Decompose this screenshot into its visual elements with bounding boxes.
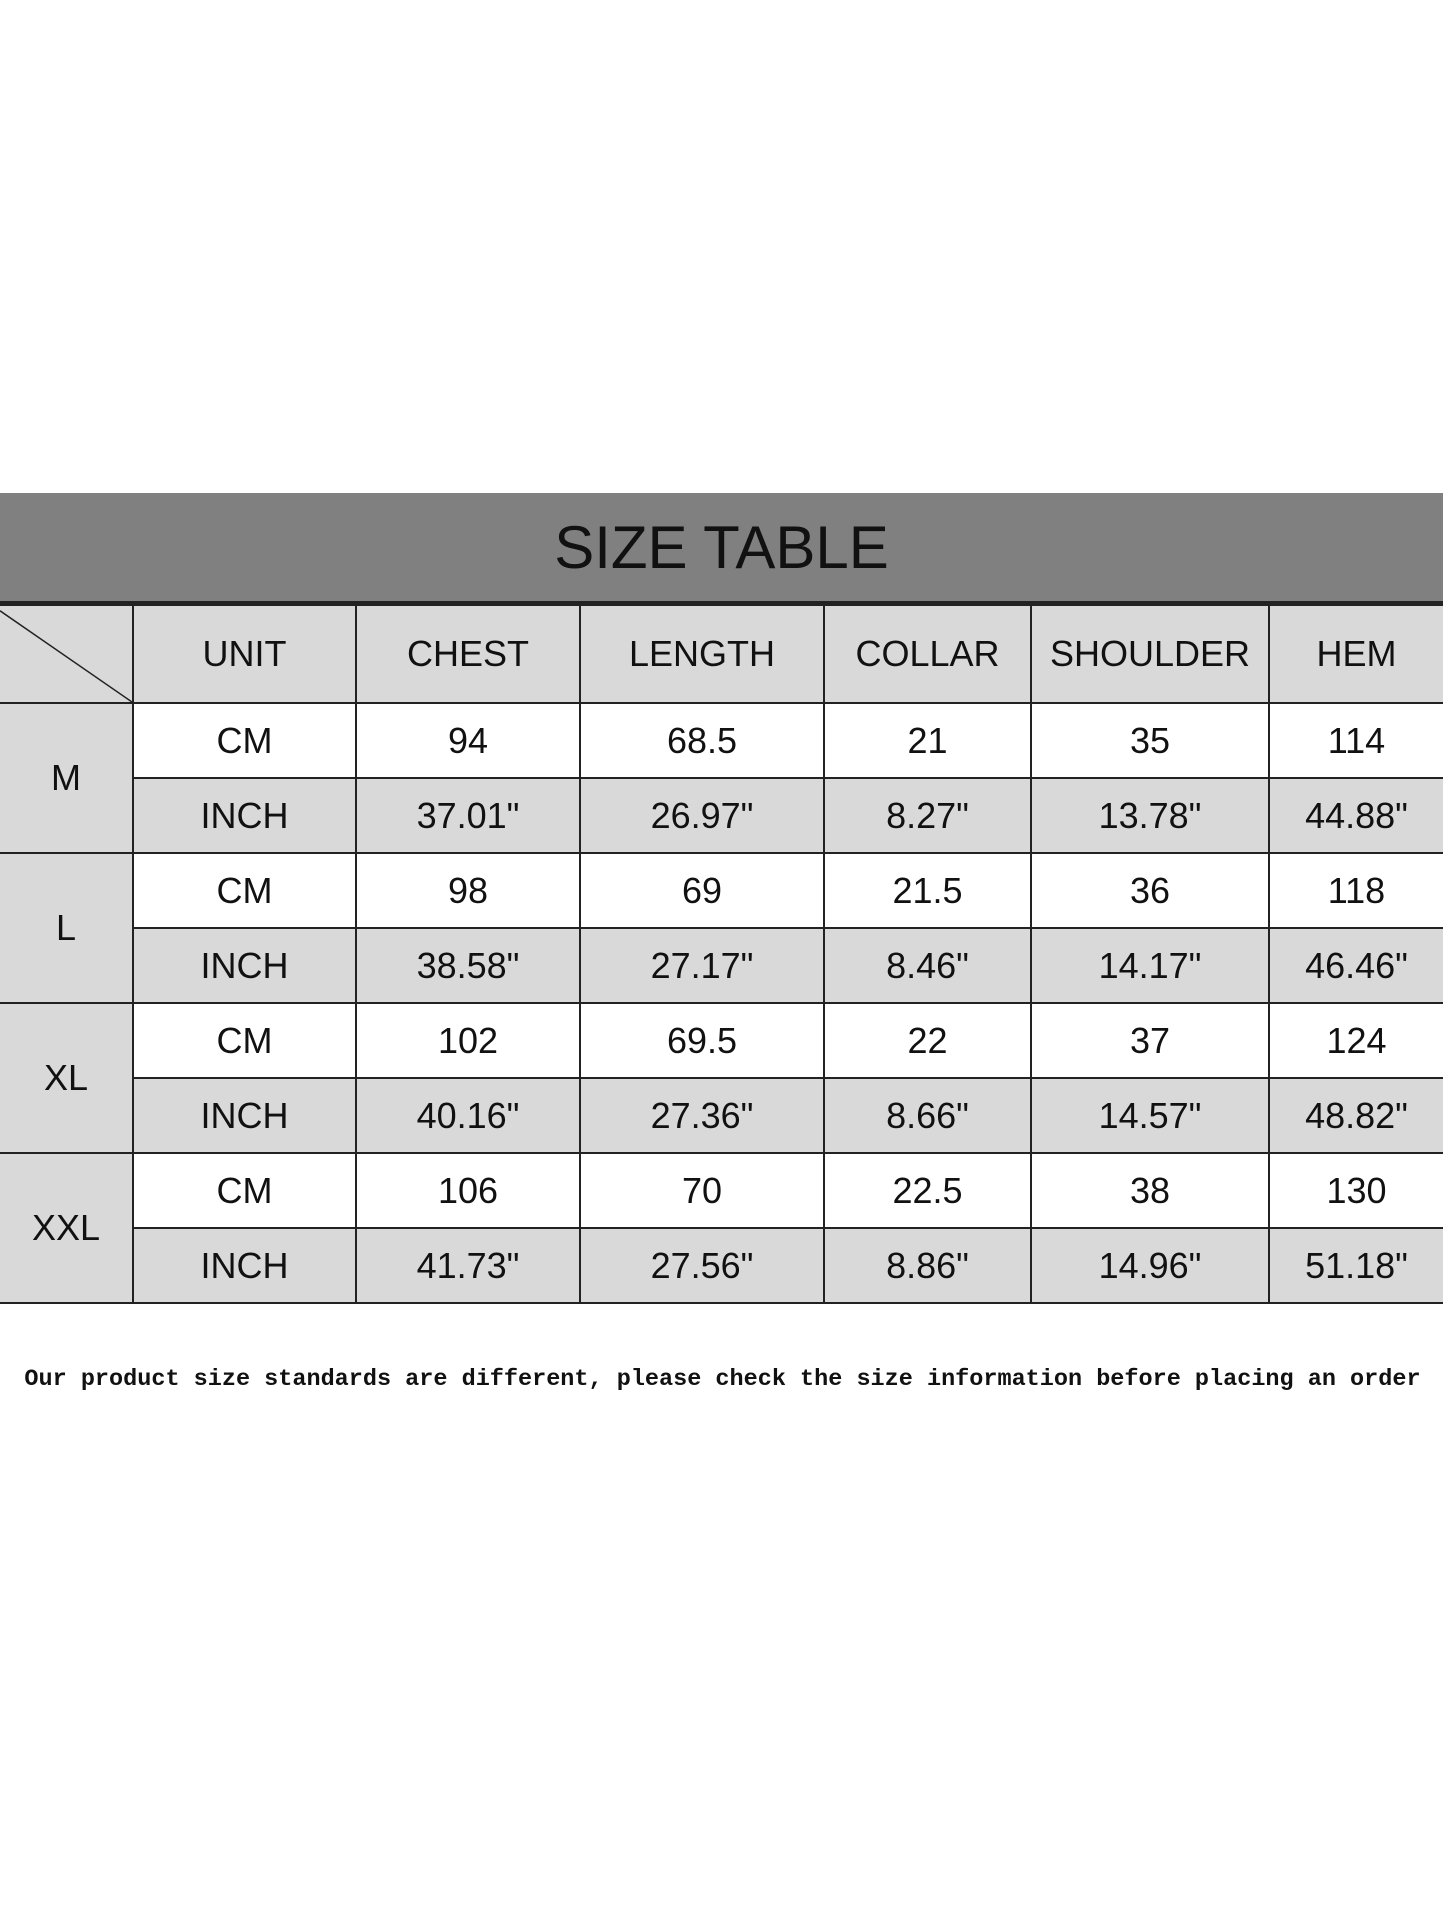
table-cell: 94 (355, 702, 581, 779)
table-cell: 27.36" (579, 1077, 825, 1154)
column-header: SHOULDER (1030, 604, 1270, 704)
size-label: XXL (0, 1152, 134, 1304)
table-cell: 46.46" (1268, 927, 1443, 1004)
table-row-cm: M CM 94 68.5 21 35 114 (0, 702, 1443, 854)
table-cell: 37.01" (355, 777, 581, 854)
table-cell: 8.46" (823, 927, 1032, 1004)
table-cell: 68.5 (579, 702, 825, 779)
table-cell: 26.97" (579, 777, 825, 854)
table-cell: 8.27" (823, 777, 1032, 854)
table-cell: CM (132, 1152, 357, 1229)
column-header: CHEST (355, 604, 581, 704)
size-label: L (0, 852, 134, 1004)
table-cell: 36 (1030, 852, 1270, 929)
table-cell: 21.5 (823, 852, 1032, 929)
table-cell: 38.58" (355, 927, 581, 1004)
table-cell: 48.82" (1268, 1077, 1443, 1154)
column-header: COLLAR (823, 604, 1032, 704)
table-cell: 35 (1030, 702, 1270, 779)
table-cell: CM (132, 852, 357, 929)
table-cell: INCH (132, 777, 357, 854)
size-table: UNIT CHEST LENGTH COLLAR SHOULDER HEM M CM 94 68.… (0, 604, 1443, 1304)
table-cell: INCH (132, 1227, 357, 1304)
table-cell: 98 (355, 852, 581, 929)
table-cell: 14.17" (1030, 927, 1270, 1004)
header-row: UNIT CHEST LENGTH COLLAR SHOULDER HEM (0, 604, 1443, 704)
table-cell: 102 (355, 1002, 581, 1079)
table-cell: 8.66" (823, 1077, 1032, 1154)
table-row-inch: INCH 38.58" 27.17" 8.46" 14.17" 46.46" (0, 927, 1443, 1004)
table-cell: 8.86" (823, 1227, 1032, 1304)
table-cell: 51.18" (1268, 1227, 1443, 1304)
table-cell: 41.73" (355, 1227, 581, 1304)
diagonal-divider (0, 606, 132, 702)
table-cell: 106 (355, 1152, 581, 1229)
column-header: HEM (1268, 604, 1443, 704)
table-cell: 13.78" (1030, 777, 1270, 854)
size-label: XL (0, 1002, 134, 1154)
size-table-title: SIZE TABLE (0, 493, 1443, 604)
table-cell: INCH (132, 927, 357, 1004)
table-row-inch: INCH 40.16" 27.36" 8.66" 14.57" 48.82" (0, 1077, 1443, 1154)
table-cell: 130 (1268, 1152, 1443, 1229)
table-row-cm: L CM 98 69 21.5 36 118 (0, 852, 1443, 1004)
table-cell: 21 (823, 702, 1032, 779)
table-cell: 114 (1268, 702, 1443, 779)
table-cell: 40.16" (355, 1077, 581, 1154)
column-header: UNIT (132, 604, 357, 704)
table-cell: CM (132, 1002, 357, 1079)
table-cell: 69 (579, 852, 825, 929)
table-row-inch: INCH 41.73" 27.56" 8.86" 14.96" 51.18" (0, 1227, 1443, 1304)
table-cell: 118 (1268, 852, 1443, 929)
table-cell: 44.88" (1268, 777, 1443, 854)
table-cell: 22 (823, 1002, 1032, 1079)
table-cell: 124 (1268, 1002, 1443, 1079)
table-row-cm: XL CM 102 69.5 22 37 124 (0, 1002, 1443, 1154)
table-row-cm: XXL CM 106 70 22.5 38 130 (0, 1152, 1443, 1304)
table-cell: 69.5 (579, 1002, 825, 1079)
size-label: M (0, 702, 134, 854)
corner-cell (0, 604, 134, 704)
table-cell: 27.56" (579, 1227, 825, 1304)
table-cell: 14.57" (1030, 1077, 1270, 1154)
table-cell: 37 (1030, 1002, 1270, 1079)
table-cell: 38 (1030, 1152, 1270, 1229)
table-cell: 70 (579, 1152, 825, 1229)
column-header: LENGTH (579, 604, 825, 704)
size-disclaimer-note: Our product size standards are different… (24, 1366, 1421, 1393)
table-cell: 14.96" (1030, 1227, 1270, 1304)
table-row-inch: INCH 37.01" 26.97" 8.27" 13.78" 44.88" (0, 777, 1443, 854)
table-cell: 27.17" (579, 927, 825, 1004)
table-cell: CM (132, 702, 357, 779)
table-cell: 22.5 (823, 1152, 1032, 1229)
table-cell: INCH (132, 1077, 357, 1154)
